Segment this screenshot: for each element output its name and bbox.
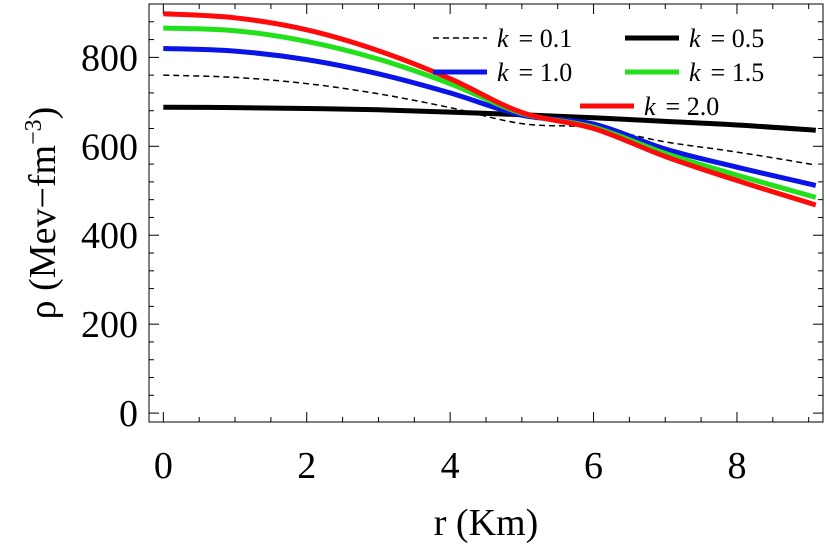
legend-label: k = 1.5 — [689, 58, 764, 87]
legend-k-value: = 0.1 — [519, 24, 573, 53]
y-axis-title-main: ρ (Mev−fm — [22, 145, 64, 319]
major-ticks: 0 2 4 6 8 0 200 400 600 800 — [81, 4, 823, 487]
legend-label: k = 0.5 — [689, 24, 764, 53]
series-line-k-0-5 — [163, 104, 816, 133]
legend-label: k = 2.0 — [644, 92, 719, 121]
legend-label: k = 1.0 — [497, 58, 572, 87]
x-tick-label: 0 — [154, 445, 173, 487]
x-tick-label: 6 — [584, 445, 603, 487]
legend-item: k = 2.0 — [580, 92, 719, 121]
y-axis-title: ρ (Mev−fm−3) — [21, 107, 64, 320]
y-axis-title-close: ) — [22, 107, 64, 120]
x-tick-label: 4 — [441, 445, 460, 487]
legend-k-symbol: k — [644, 92, 656, 121]
legend-k-value: = 0.5 — [711, 24, 765, 53]
legend-k-value: = 2.0 — [666, 92, 720, 121]
y-axis-title-sup: −3 — [21, 119, 47, 145]
series-line-k-1-0 — [163, 46, 817, 188]
legend-item: k = 1.0 — [433, 58, 572, 87]
legend-k-symbol: k — [689, 24, 701, 53]
legend-k-symbol: k — [689, 58, 701, 87]
legend-item: k = 1.5 — [625, 58, 764, 87]
y-tick-label: 800 — [81, 37, 138, 79]
series-layer — [163, 11, 817, 208]
y-tick-label: 0 — [119, 393, 138, 435]
legend-k-symbol: k — [497, 24, 509, 53]
legend-label: k = 0.1 — [497, 24, 572, 53]
legend-k-symbol: k — [497, 58, 509, 87]
legend-k-value: = 1.0 — [519, 58, 573, 87]
x-axis-title: r (Km) — [434, 502, 538, 544]
series-line-k-2-0 — [163, 11, 817, 208]
series-line-k-0-1 — [163, 74, 816, 166]
x-tick-label: 8 — [727, 445, 746, 487]
x-tick-label: 2 — [297, 445, 316, 487]
y-tick-label: 200 — [81, 304, 138, 346]
minor-ticks — [149, 4, 823, 422]
legend-k-value: = 1.5 — [711, 58, 765, 87]
legend-item: k = 0.1 — [433, 24, 572, 53]
legend: k = 0.1 k = 0.5 k = 1.0 k = 1.5 k = 2.0 — [433, 24, 764, 121]
y-tick-label: 600 — [81, 126, 138, 168]
y-tick-label: 400 — [81, 215, 138, 257]
legend-item: k = 0.5 — [625, 24, 764, 53]
